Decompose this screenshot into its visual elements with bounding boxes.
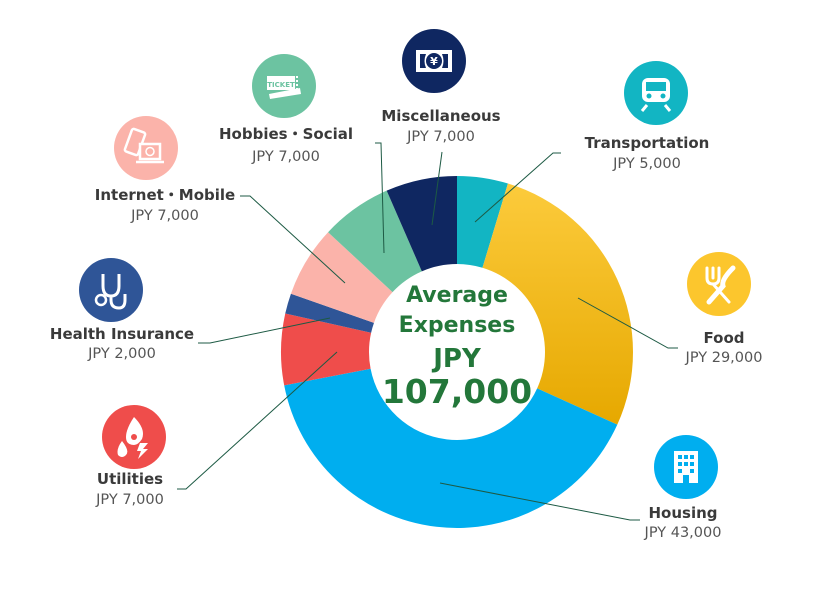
slice-health-insurance xyxy=(285,293,374,333)
leader-line-internet-mobile xyxy=(240,195,346,284)
value-food: JPY 29,000 xyxy=(685,350,763,366)
building-icon xyxy=(654,435,718,499)
slice-utilities xyxy=(281,313,372,386)
slice-hobbies-social xyxy=(328,190,422,293)
center-total: 107,000 xyxy=(381,372,533,411)
leader-line-health-insurance xyxy=(198,317,331,344)
leader-line-miscellaneous xyxy=(431,151,443,226)
train-icon xyxy=(624,61,688,125)
ticket-icon: TICKET xyxy=(252,54,316,118)
fork-knife-icon xyxy=(687,252,751,316)
label-hobbies-social: Hobbies・Social xyxy=(219,125,353,143)
center-line-expenses: Expenses xyxy=(398,313,516,338)
value-hobbies-social: JPY 7,000 xyxy=(252,149,320,165)
slice-internet-mobile xyxy=(290,232,393,323)
label-transportation: Transportation xyxy=(584,134,710,152)
label-internet-mobile: Internet・Mobile xyxy=(94,186,236,204)
slice-miscellaneous xyxy=(386,176,457,272)
value-health-insurance: JPY 2,000 xyxy=(88,346,156,362)
leader-line-transportation xyxy=(474,152,561,223)
slice-food xyxy=(482,183,633,425)
label-utilities: Utilities xyxy=(96,470,164,488)
value-transportation: JPY 5,000 xyxy=(613,156,681,172)
value-utilities: JPY 7,000 xyxy=(96,492,164,508)
leader-line-housing xyxy=(439,482,640,521)
label-housing: Housing xyxy=(648,504,718,522)
phone-laptop-icon xyxy=(114,116,178,180)
value-internet-mobile: JPY 7,000 xyxy=(131,208,199,224)
center-line-average: Average xyxy=(406,283,508,308)
leader-line-utilities xyxy=(177,351,338,490)
label-health-insurance: Health Insurance xyxy=(49,325,195,343)
svg-text:TICKET: TICKET xyxy=(267,81,295,89)
leader-line-food xyxy=(577,297,678,349)
label-food: Food xyxy=(703,329,745,347)
svg-text:¥: ¥ xyxy=(430,55,438,68)
stethoscope-icon xyxy=(79,258,143,322)
leader-line-hobbies-social xyxy=(375,142,385,254)
value-housing: JPY 43,000 xyxy=(644,525,722,541)
value-miscellaneous: JPY 7,000 xyxy=(407,129,475,145)
center-line-currency: JPY xyxy=(433,344,481,374)
slice-housing xyxy=(284,368,618,528)
fire-water-bolt-icon xyxy=(102,405,166,469)
label-miscellaneous: Miscellaneous xyxy=(381,107,501,125)
yen-banknote-icon: ¥ xyxy=(402,29,466,93)
slice-transportation xyxy=(457,176,508,268)
